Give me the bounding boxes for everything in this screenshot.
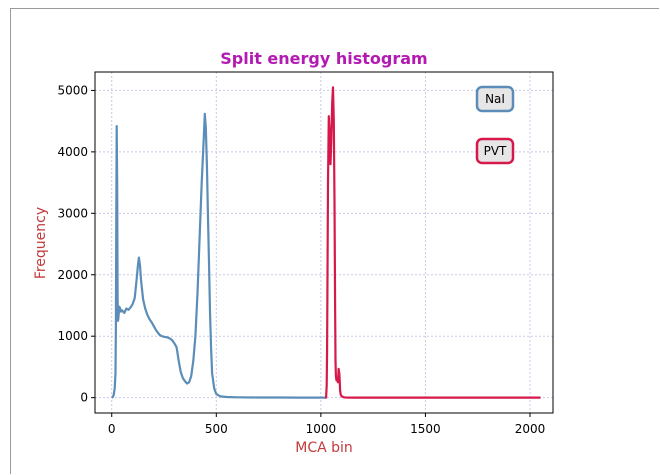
chart-title: Split energy histogram xyxy=(220,49,427,68)
x-tick-label: 1500 xyxy=(410,422,441,436)
y-tick-label: 0 xyxy=(80,391,88,405)
y-axis-label: Frequency xyxy=(33,207,49,279)
series-line-pvt xyxy=(325,86,541,399)
legend-item-pvt: PVT xyxy=(475,137,515,165)
x-tick-label: 2000 xyxy=(515,422,546,436)
y-tick-label: 3000 xyxy=(57,206,88,220)
y-tick-label: 5000 xyxy=(57,83,88,97)
x-tick-label: 500 xyxy=(205,422,228,436)
legend-item-nai: NaI xyxy=(475,85,515,113)
legend-box xyxy=(475,137,515,165)
plot-area xyxy=(94,71,554,414)
plot-area-border xyxy=(94,71,554,414)
legend-label: PVT xyxy=(484,144,507,158)
legend-label: NaI xyxy=(485,92,505,106)
legend: NaI PVT xyxy=(475,85,515,165)
series-line-nai xyxy=(111,112,325,399)
legend-box xyxy=(475,85,515,113)
y-tick-label: 4000 xyxy=(57,145,88,159)
series-lines xyxy=(111,86,541,399)
x-axis-label: MCA bin xyxy=(295,440,353,456)
x-tick-label: 1000 xyxy=(306,422,337,436)
y-tick-label: 1000 xyxy=(57,329,88,343)
axis-ticks: 0 500 1000 1500 2000 0 1000 2000 3000 4000 5000 xyxy=(57,83,545,436)
x-tick-label: 0 xyxy=(108,422,116,436)
y-tick-label: 2000 xyxy=(57,268,88,282)
